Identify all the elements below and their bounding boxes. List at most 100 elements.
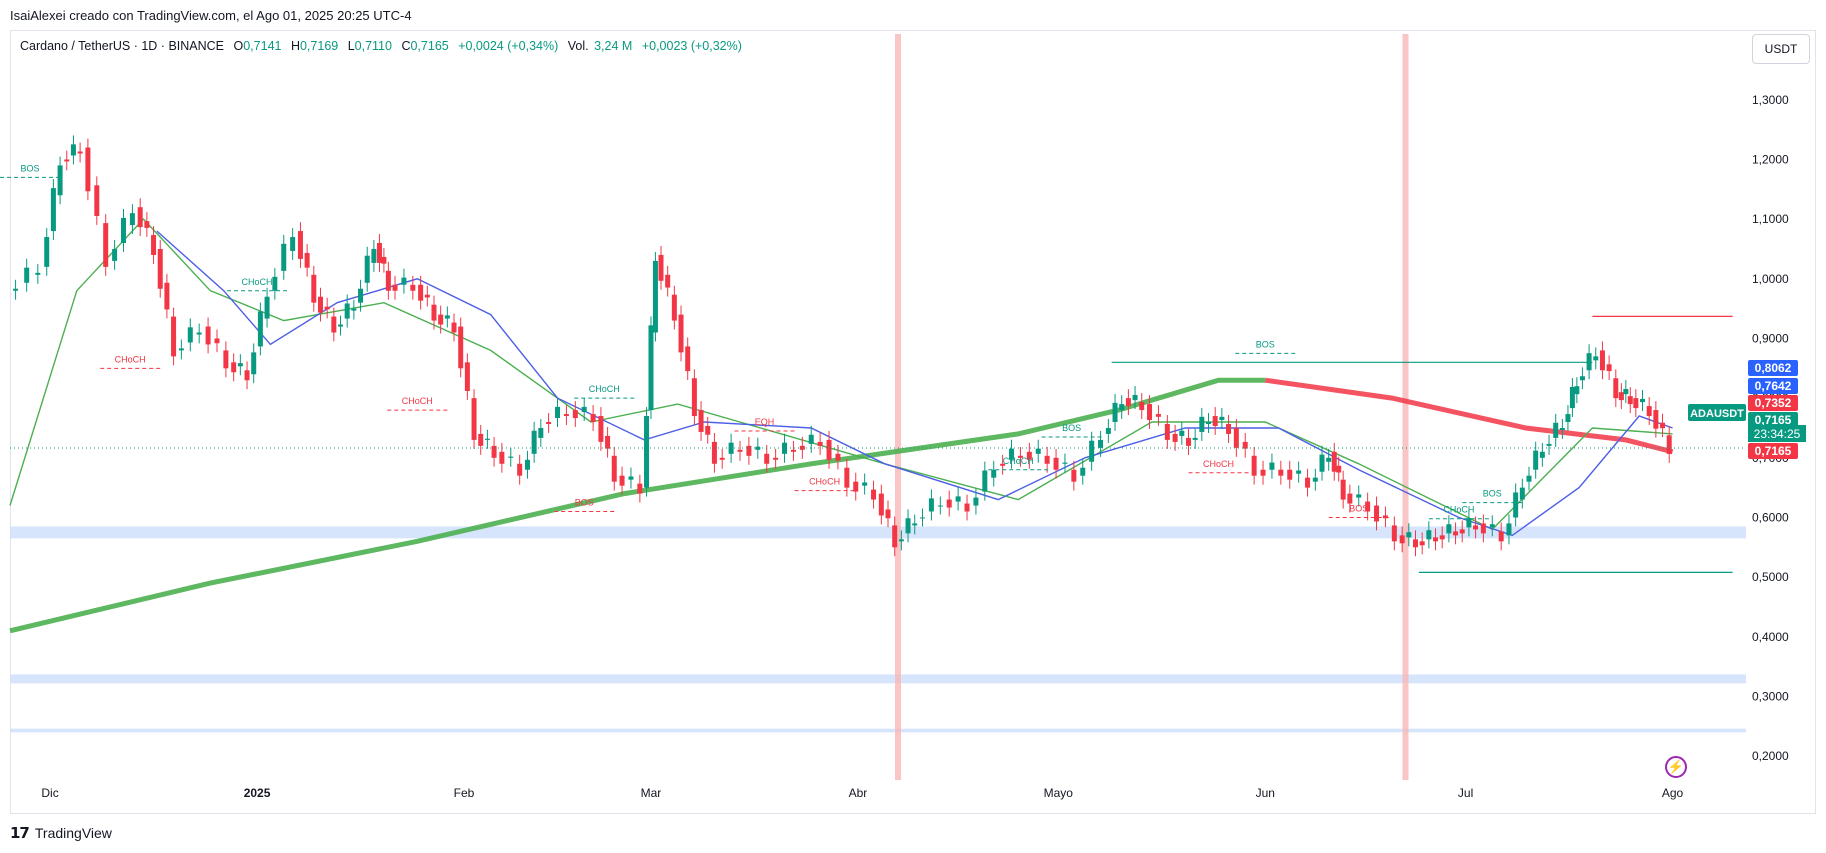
chart-credit: IsaiAlexei creado con TradingView.com, e… — [10, 8, 412, 23]
candle-body — [129, 213, 135, 226]
volume-change: +0,0023 (+0,32%) — [641, 39, 742, 53]
candle-body — [1062, 462, 1068, 464]
x-tick-label: Feb — [454, 786, 475, 800]
candle-body — [464, 362, 470, 391]
candle-body — [1433, 537, 1439, 542]
candle-body — [1000, 463, 1006, 466]
candle-body — [304, 252, 310, 268]
candle-body — [297, 231, 303, 259]
candle-body — [1599, 350, 1605, 371]
candle-body — [546, 422, 552, 424]
countdown-badge — [1748, 425, 1806, 442]
price-badge-label: 0,7642 — [1755, 379, 1792, 393]
x-tick-label: Mayo — [1044, 786, 1074, 800]
candle-body — [619, 475, 625, 486]
event-vline — [895, 34, 902, 780]
candle-body — [272, 276, 278, 291]
annotation-label: CHoCH — [1203, 459, 1234, 469]
candle-body — [1666, 435, 1672, 454]
candle-body — [844, 467, 850, 488]
candle-body — [1179, 430, 1185, 436]
candle-body — [691, 378, 697, 417]
candle-body — [1185, 437, 1191, 446]
support-zone — [10, 674, 1746, 684]
close-label: C — [401, 39, 411, 53]
open-value: O0,7141 — [234, 39, 282, 53]
candle-body — [652, 260, 658, 333]
candle-body — [77, 151, 83, 154]
candle-body — [1374, 505, 1380, 522]
candle-body — [1613, 378, 1619, 399]
candle-body — [1480, 523, 1486, 534]
change-value: +0,0024 (+0,34%) — [458, 39, 559, 53]
volume-value: 3,24 M — [594, 39, 633, 53]
x-tick-label: Jul — [1458, 786, 1473, 800]
candle-body — [1489, 524, 1495, 528]
annotation-label: BOS — [1256, 339, 1275, 349]
open-number: 0,7141 — [243, 39, 282, 53]
annotation-label: CHoCH — [809, 477, 840, 487]
candle-body — [817, 441, 823, 446]
candle-body — [458, 326, 464, 369]
candle-body — [281, 243, 287, 271]
candle-body — [418, 284, 424, 301]
symbol-badge-label: ADAUSDT — [1690, 408, 1744, 420]
symbol-title[interactable]: Cardano / TetherUS · 1D · BINANCE — [20, 39, 225, 53]
annotation-label: EQH — [755, 417, 775, 427]
candle-body — [338, 324, 344, 327]
candle-body — [499, 451, 505, 464]
candle-body — [1519, 487, 1525, 500]
candle-body — [1242, 441, 1248, 449]
tradingview-label: TradingView — [34, 825, 112, 841]
candle-body — [1269, 462, 1275, 470]
currency-button[interactable]: USDT — [1752, 34, 1810, 64]
candle-body — [1356, 494, 1362, 498]
candle-body — [121, 217, 127, 243]
symbol-badge — [1688, 404, 1746, 421]
candle-body — [1382, 515, 1388, 519]
candle-body — [878, 493, 884, 516]
candle-body — [1498, 531, 1504, 542]
candle-body — [484, 438, 490, 440]
tradingview-logo[interactable]: 𝟭𝟳 TradingView — [10, 824, 112, 842]
candle-body — [1071, 469, 1077, 482]
candle-body — [808, 434, 814, 444]
candle-body — [1565, 414, 1571, 422]
candle-body — [13, 288, 19, 291]
candle-body — [1506, 523, 1512, 536]
y-tick-label: 0,3000 — [1752, 689, 1789, 703]
candle-body — [1219, 416, 1225, 421]
open-label: O — [233, 39, 244, 53]
candle-body — [605, 435, 611, 449]
candle-body — [946, 499, 952, 508]
candle-body — [257, 311, 263, 347]
candle-body — [351, 308, 357, 311]
candle-body — [1206, 422, 1212, 424]
candle-body — [508, 456, 514, 458]
low-number: 0,7110 — [354, 39, 392, 53]
candle-body — [898, 539, 904, 542]
candle-body — [1399, 535, 1405, 544]
price-badge-label: 0,7165 — [1755, 444, 1792, 458]
lightning-icon[interactable]: ⚡ — [1665, 756, 1687, 778]
candle-body — [244, 370, 250, 381]
candle-body — [57, 165, 63, 196]
candle-body — [157, 248, 163, 289]
candle-body — [928, 498, 934, 512]
candle-body — [1287, 469, 1293, 480]
candle-body — [1412, 539, 1418, 548]
candle-body — [1559, 427, 1565, 430]
candle-body — [705, 425, 711, 435]
close-value: C0,7165 — [401, 39, 448, 53]
candle-body — [826, 439, 832, 460]
x-tick-label: Abr — [849, 786, 868, 800]
candle-body — [1226, 423, 1232, 434]
candle-body — [231, 362, 237, 373]
annotation-label: BOS — [1349, 504, 1368, 514]
candle-body — [70, 144, 76, 156]
candle-body — [1419, 541, 1425, 546]
candle-body — [1132, 394, 1138, 401]
candle-body — [964, 503, 970, 512]
candle-body — [1035, 448, 1041, 454]
